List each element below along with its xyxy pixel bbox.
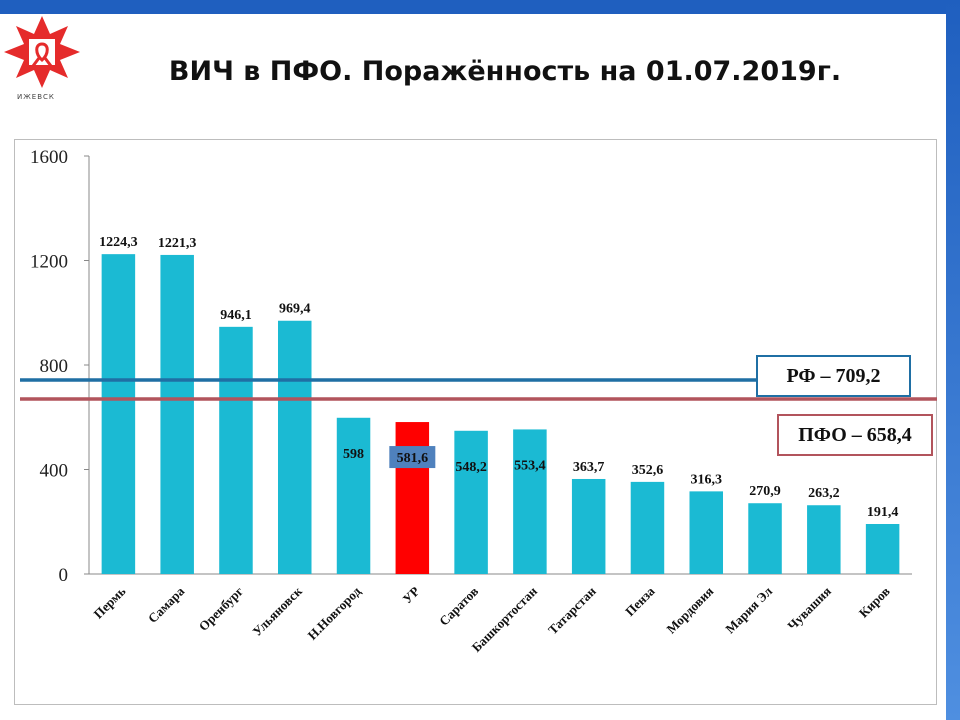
category-label: УР [399, 583, 422, 606]
y-tick-label: 1600 [30, 147, 68, 168]
bar [571, 478, 606, 574]
category-label: Пенза [622, 583, 658, 619]
bar [807, 505, 841, 574]
value-label: 548,2 [455, 460, 487, 475]
value-label: 969,4 [279, 302, 311, 317]
bar [630, 481, 665, 574]
category-label: Чувашия [784, 584, 834, 634]
value-label-background [389, 446, 436, 469]
bar [101, 254, 136, 575]
y-tick-label: 0 [59, 565, 69, 586]
category-label: Самара [145, 583, 188, 626]
plot-frame [14, 139, 937, 705]
y-tick-label: 1200 [30, 252, 68, 273]
y-tick-label: 400 [40, 461, 69, 482]
category-label: Мария Эл [722, 584, 775, 637]
category-label: Мордовия [663, 584, 716, 637]
value-label: 946,1 [220, 308, 252, 323]
value-label: 598 [343, 447, 364, 462]
logo-caption: ИЖЕВСК [17, 93, 55, 101]
category-label: Саратов [436, 584, 481, 629]
category-label: Н.Новгород [304, 583, 363, 642]
bar [219, 326, 253, 574]
value-label: 270,9 [749, 484, 781, 499]
bar [865, 523, 900, 574]
bar [160, 254, 194, 575]
value-label: 352,6 [632, 463, 664, 478]
value-label: 316,3 [691, 472, 723, 487]
aids-ribbon-logo-icon [4, 16, 80, 88]
category-label: Пермь [91, 583, 129, 621]
bar [689, 491, 724, 574]
value-label: 263,2 [808, 486, 840, 501]
bar [395, 422, 430, 574]
y-tick-label: 800 [40, 356, 69, 377]
value-label: 1224,3 [99, 235, 138, 250]
page-title: ВИЧ в ПФО. Поражённость на 01.07.2019г. [168, 56, 842, 87]
value-label: 363,7 [573, 460, 605, 475]
bar [748, 503, 782, 574]
bar [336, 417, 371, 574]
pfo-reference-label: ПФО – 658,4 [777, 414, 933, 456]
value-label: 1221,3 [158, 236, 197, 251]
rf-reference-label: РФ – 709,2 [756, 355, 911, 397]
category-label: Ульяновск [249, 583, 305, 639]
value-label: 191,4 [867, 505, 899, 520]
top-frame-bar [0, 0, 960, 14]
bar [513, 429, 547, 574]
bar [277, 320, 312, 574]
category-label: Оренбург [196, 583, 246, 633]
bar [454, 430, 488, 574]
category-label: Татарстан [545, 583, 599, 637]
right-frame-bar [946, 0, 960, 720]
category-label: Киров [856, 584, 893, 621]
value-label: 553,4 [514, 458, 546, 473]
value-label: 581,6 [397, 451, 429, 466]
